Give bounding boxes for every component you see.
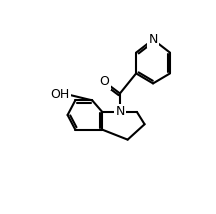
Text: N: N bbox=[148, 33, 158, 46]
Text: OH: OH bbox=[51, 88, 70, 101]
Text: N: N bbox=[148, 33, 158, 46]
Text: O: O bbox=[100, 75, 110, 88]
Text: N: N bbox=[115, 106, 125, 118]
